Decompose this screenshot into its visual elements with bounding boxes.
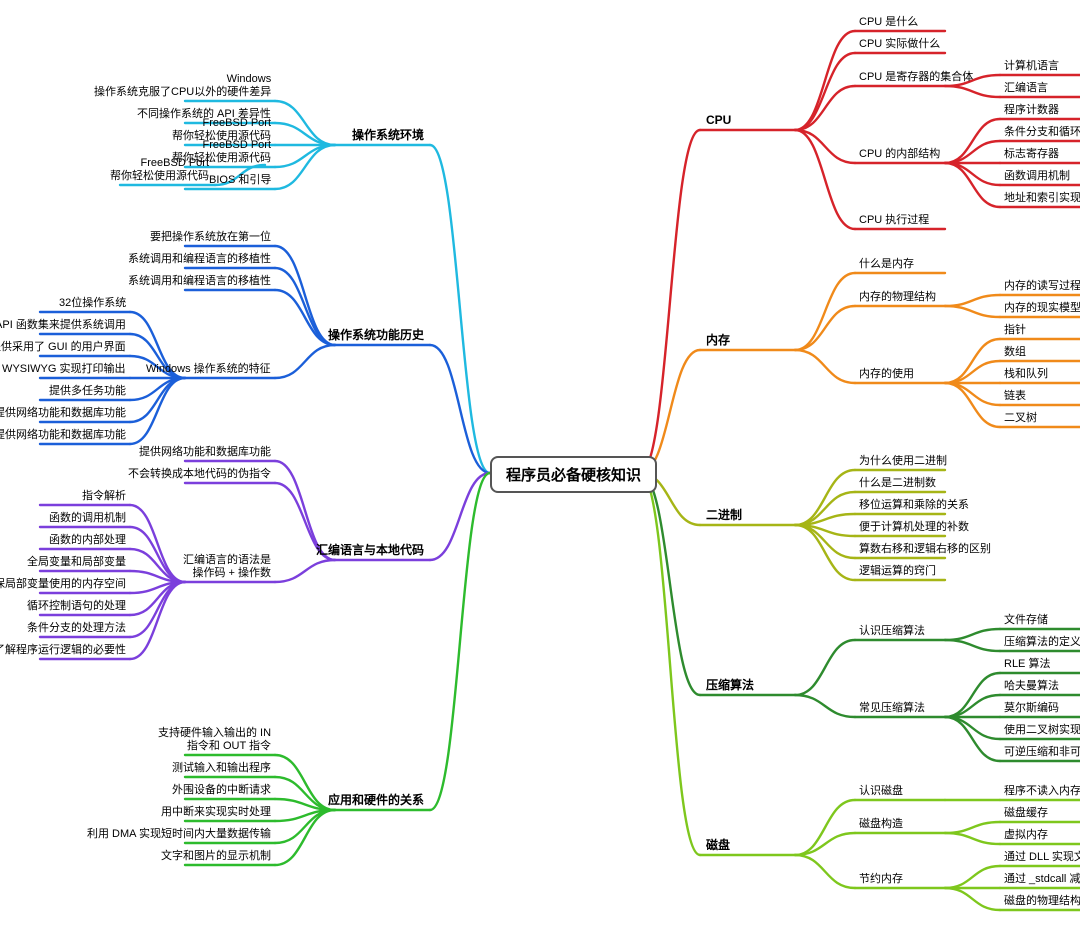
node-0: 常见压缩算法 xyxy=(859,702,925,715)
node-0: 逻辑运算的窍门 xyxy=(859,565,936,578)
branch-apphw: 应用和硬件的关系 xyxy=(328,793,424,807)
node-1: 通过 API 函数集来提供系统调用 xyxy=(0,319,126,332)
node-1: 临时确保局部变量使用的内存空间 xyxy=(0,578,126,591)
node-0: 用中断来实现实时处理 xyxy=(161,806,271,819)
node-1: 提供网络功能和数据库功能 xyxy=(0,407,126,420)
node-1: 条件分支和循环机制 xyxy=(1004,126,1080,139)
node-0: 认识压缩算法 xyxy=(859,625,925,638)
node-0: 提供网络功能和数据库功能 xyxy=(139,446,271,459)
node-1: 通过 _stdcall 减少程序文件大小 xyxy=(1004,873,1080,886)
node-1: 函数调用机制 xyxy=(1004,170,1070,183)
node-1: 提供多任务功能 xyxy=(49,385,126,398)
node-1: 了解程序运行逻辑的必要性 xyxy=(0,644,126,657)
node-0: Windows 操作系统的特征 xyxy=(146,363,271,376)
node-0: 认识磁盘 xyxy=(859,785,903,798)
branch-cpu: CPU xyxy=(706,113,731,127)
node-0: 系统调用和编程语言的移植性 xyxy=(128,253,271,266)
branch-asm: 汇编语言与本地代码 xyxy=(316,543,424,557)
node-1: 汇编语言 xyxy=(1004,82,1048,95)
node-0: CPU 是什么 xyxy=(859,16,918,29)
node-0: 测试输入和输出程序 xyxy=(172,762,271,775)
branch-osenv: 操作系统环境 xyxy=(352,128,424,142)
center-node: 程序员必备硬核知识 xyxy=(490,456,657,493)
branch-comp: 压缩算法 xyxy=(706,678,754,692)
node-0: 文字和图片的显示机制 xyxy=(161,850,271,863)
node-1: 栈和队列 xyxy=(1004,368,1048,381)
node-0: 不会转换成本地代码的伪指令 xyxy=(128,468,271,481)
node-1: 数组 xyxy=(1004,346,1026,359)
node-1: 通过 DLL 实现文件共用 xyxy=(1004,851,1080,864)
node-0: 支持硬件输入输出的 IN指令和 OUT 指令 xyxy=(158,727,271,753)
node-1: 压缩算法的定义 xyxy=(1004,636,1080,649)
node-0: CPU 执行过程 xyxy=(859,214,929,227)
node-1: 链表 xyxy=(1004,390,1026,403)
node-1: 循环控制语句的处理 xyxy=(27,600,126,613)
node-0: 利用 DMA 实现短时间内大量数据传输 xyxy=(87,828,271,841)
branch-mem: 内存 xyxy=(706,333,730,347)
node-1: 通过 WYSIWYG 实现打印输出 xyxy=(0,363,126,376)
branch-bin: 二进制 xyxy=(706,508,742,522)
node-1: 全局变量和局部变量 xyxy=(27,556,126,569)
node-1: 指针 xyxy=(1004,324,1026,337)
node-1: 哈夫曼算法 xyxy=(1004,680,1059,693)
node-0: 移位运算和乘除的关系 xyxy=(859,499,969,512)
node-1: 程序计数器 xyxy=(1004,104,1059,117)
branch-disk: 磁盘 xyxy=(706,838,730,852)
node-1: 使用二叉树实现哈夫曼算法 xyxy=(1004,724,1080,737)
node-1: 指令解析 xyxy=(82,490,126,503)
node-1: 磁盘的物理结构 xyxy=(1004,895,1080,908)
node-1: 地址和索引实现数组 xyxy=(1004,192,1080,205)
node-0: 内存的物理结构 xyxy=(859,291,936,304)
node-1: 莫尔斯编码 xyxy=(1004,702,1059,715)
node-1: 文件存储 xyxy=(1004,614,1048,627)
node-1: 标志寄存器 xyxy=(1004,148,1059,161)
branch-oshist: 操作系统功能历史 xyxy=(328,328,424,342)
node-1: 条件分支的处理方法 xyxy=(27,622,126,635)
node-0: 便于计算机处理的补数 xyxy=(859,521,969,534)
node-0: 磁盘构造 xyxy=(859,818,903,831)
node-0: 什么是二进制数 xyxy=(859,477,936,490)
node-1: 内存的读写过程 xyxy=(1004,280,1080,293)
node-1: 函数的内部处理 xyxy=(49,534,126,547)
node-0: 内存的使用 xyxy=(859,368,914,381)
node-0: Windows操作系统克服了CPU以外的硬件差异 xyxy=(94,73,271,99)
node-0: 外围设备的中断请求 xyxy=(172,784,271,797)
node-0: 为什么使用二进制 xyxy=(859,455,947,468)
node-0: 要把操作系统放在第一位 xyxy=(150,231,271,244)
node-1: RLE 算法 xyxy=(1004,658,1050,671)
node-1: 可逆压缩和非可逆压缩 xyxy=(1004,746,1080,759)
node-1: 程序不读入内存就无法运行 xyxy=(1004,785,1080,798)
node-0: 系统调用和编程语言的移植性 xyxy=(128,275,271,288)
node-0: CPU 的内部结构 xyxy=(859,148,940,161)
node-1: 32位操作系统 xyxy=(59,297,126,310)
node-1: 内存的现实模型 xyxy=(1004,302,1080,315)
node-0: 什么是内存 xyxy=(859,258,914,271)
node-0: BIOS 和引导 xyxy=(209,174,271,187)
node-1: 二叉树 xyxy=(1004,412,1037,425)
node-1: 计算机语言 xyxy=(1004,60,1059,73)
node-1: 函数的调用机制 xyxy=(49,512,126,525)
node-0: 汇编语言的语法是操作码 + 操作数 xyxy=(183,554,271,580)
node-1: 提供采用了 GUI 的用户界面 xyxy=(0,341,126,354)
node-1: 磁盘缓存 xyxy=(1004,807,1048,820)
node-extra: FreeBSD Port帮你轻松使用源代码 xyxy=(110,157,209,183)
node-1: 提供网络功能和数据库功能 xyxy=(0,429,126,442)
node-0: CPU 实际做什么 xyxy=(859,38,940,51)
node-1: 虚拟内存 xyxy=(1004,829,1048,842)
node-0: 节约内存 xyxy=(859,873,903,886)
node-0: CPU 是寄存器的集合体 xyxy=(859,71,973,84)
node-0: 算数右移和逻辑右移的区别 xyxy=(859,543,991,556)
